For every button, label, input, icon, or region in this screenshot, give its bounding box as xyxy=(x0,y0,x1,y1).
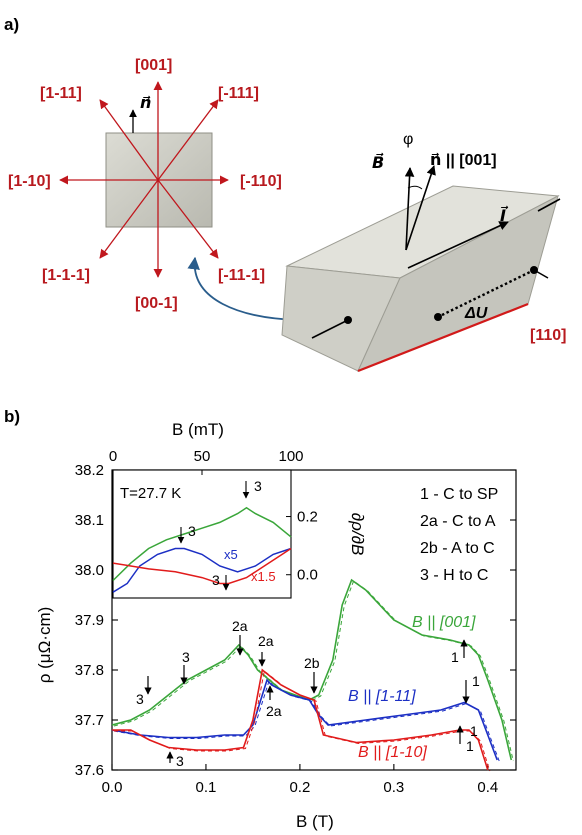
inset-series-line-1 xyxy=(112,547,292,593)
voltage-probe-line xyxy=(441,270,531,317)
legend-item-3: 3 - H to C xyxy=(420,567,488,584)
annotation-label-1-d: 1 xyxy=(466,738,474,754)
legend-item-2b: 2b - A to C xyxy=(420,540,495,557)
annotation-label-3-c: 3 xyxy=(176,753,184,769)
y-tick-label: 37.8 xyxy=(75,662,104,679)
panel-b-label: b) xyxy=(4,407,20,426)
dir-label--111: [-111] xyxy=(218,85,259,102)
dir-label--11-1: [-11-1] xyxy=(218,267,265,284)
series-line-dashed-2 xyxy=(114,670,491,772)
inset-arrows xyxy=(177,481,250,591)
inset-temperature: T=27.7 K xyxy=(120,485,181,502)
annotation-label-1-b: 1 xyxy=(451,649,459,665)
x-tick-label: 0.0 xyxy=(102,779,123,796)
annotation-label-3-a: 3 xyxy=(182,649,190,665)
inset-mark-3-b: 3 xyxy=(188,523,196,539)
inset-red-scale: x1.5 xyxy=(251,569,276,584)
dir-arrow--111 xyxy=(157,99,219,181)
annotation-label-3-b: 3 xyxy=(136,691,144,707)
square-normal-label: n⃗ xyxy=(140,95,151,112)
y-tick-label: 37.7 xyxy=(75,712,104,729)
y-tick-label: 38.0 xyxy=(75,562,104,579)
inset-series-line-0 xyxy=(112,506,292,582)
main-series-group xyxy=(111,578,514,772)
x-tick-label: 0.4 xyxy=(477,779,498,796)
legend-item-1: 1 - C to SP xyxy=(420,486,498,503)
current-arrow xyxy=(407,221,509,269)
annotation-label-2a-2: 2a xyxy=(258,633,274,649)
x-tick-label: 0.2 xyxy=(289,779,310,796)
legend-item-2a: 2a - C to A xyxy=(420,513,496,530)
y-tick-label: 37.6 xyxy=(75,762,104,779)
sample-block xyxy=(281,165,561,373)
normal-vector-arrow xyxy=(405,165,436,251)
inset-mark-3-c: 3 xyxy=(212,572,220,588)
dir-label-001: [001] xyxy=(135,57,172,74)
annotation-label-1-a: 1 xyxy=(472,673,480,689)
link-arrow xyxy=(187,256,298,321)
series-line-dashed-1 xyxy=(113,680,500,762)
inset-axis-ticks: 0 50 100 0.0 0.2 xyxy=(109,448,318,584)
inset-y-axis-title: ∂ρ/∂B xyxy=(348,513,367,556)
main-y-axis-title: ρ (μΩ·cm) xyxy=(35,607,54,684)
annotation-label-2a-1: 2a xyxy=(232,618,248,634)
series-label-001: B || [001] xyxy=(412,614,476,631)
crystal-square: n⃗ xyxy=(59,81,229,278)
series-line-2 xyxy=(112,668,489,771)
inset-x-tick-label: 50 xyxy=(194,448,211,465)
main-x-axis-title: B (T) xyxy=(296,812,334,831)
block-voltage-label: ΔU xyxy=(464,305,488,322)
dir-arrow-1-1-1 xyxy=(99,179,159,259)
panel-a-label: a) xyxy=(4,15,19,34)
inset-y-tick-label: 0.0 xyxy=(297,567,318,584)
x-tick-label: 0.1 xyxy=(196,779,217,796)
annotation-label-2b: 2b xyxy=(304,655,320,671)
inset-blue-scale: x5 xyxy=(224,547,238,562)
inset-x-tick-label: 0 xyxy=(109,448,117,465)
inset-series-group xyxy=(112,506,292,593)
block-edge-label: [110] xyxy=(530,327,566,344)
series-line-dashed-0 xyxy=(113,580,514,762)
inset-mark-3-a: 3 xyxy=(254,478,262,494)
inset-series-line-2 xyxy=(112,547,292,585)
series-label-1-10: B || [1-10] xyxy=(358,744,427,761)
block-angle-label: φ xyxy=(403,131,413,148)
inset-x-tick-label: 100 xyxy=(278,448,303,465)
dir-label--110: [-110] xyxy=(240,173,282,190)
main-axis-ticks: 0.0 0.1 0.2 0.3 0.4 37.6 37.7 37.8 37.9 38.0 38.1 3… xyxy=(75,462,516,796)
inset-y-tick-label: 0.2 xyxy=(297,509,318,526)
dir-label-1-1-1: [1-1-1] xyxy=(42,267,90,284)
dir-label-00-1: [00-1] xyxy=(135,295,178,312)
block-field-label: B⃗ xyxy=(372,152,384,172)
inset-x-axis-title: B (mT) xyxy=(172,420,224,439)
annotation-arrows xyxy=(144,635,470,763)
series-label-1-11: B || [1-11] xyxy=(348,688,416,705)
y-tick-label: 37.9 xyxy=(75,612,104,629)
block-normal-label: n⃗ || [001] xyxy=(430,152,497,169)
edge-110 xyxy=(357,302,529,373)
dir-label-1-11: [1-11] xyxy=(40,85,82,102)
block-current-label: I⃗ xyxy=(500,205,509,225)
field-arrow xyxy=(404,167,415,251)
annotation-label-2a-3: 2a xyxy=(266,703,282,719)
dir-arrow--11-1 xyxy=(157,179,219,259)
annotation-label-1-c: 1 xyxy=(470,723,478,739)
inset-frame xyxy=(112,469,292,599)
dir-arrow-1-11 xyxy=(99,99,159,181)
y-tick-label: 38.2 xyxy=(75,462,104,479)
dir-label-1-10: [1-10] xyxy=(8,173,51,190)
y-tick-label: 38.1 xyxy=(75,512,104,529)
x-tick-label: 0.3 xyxy=(383,779,404,796)
